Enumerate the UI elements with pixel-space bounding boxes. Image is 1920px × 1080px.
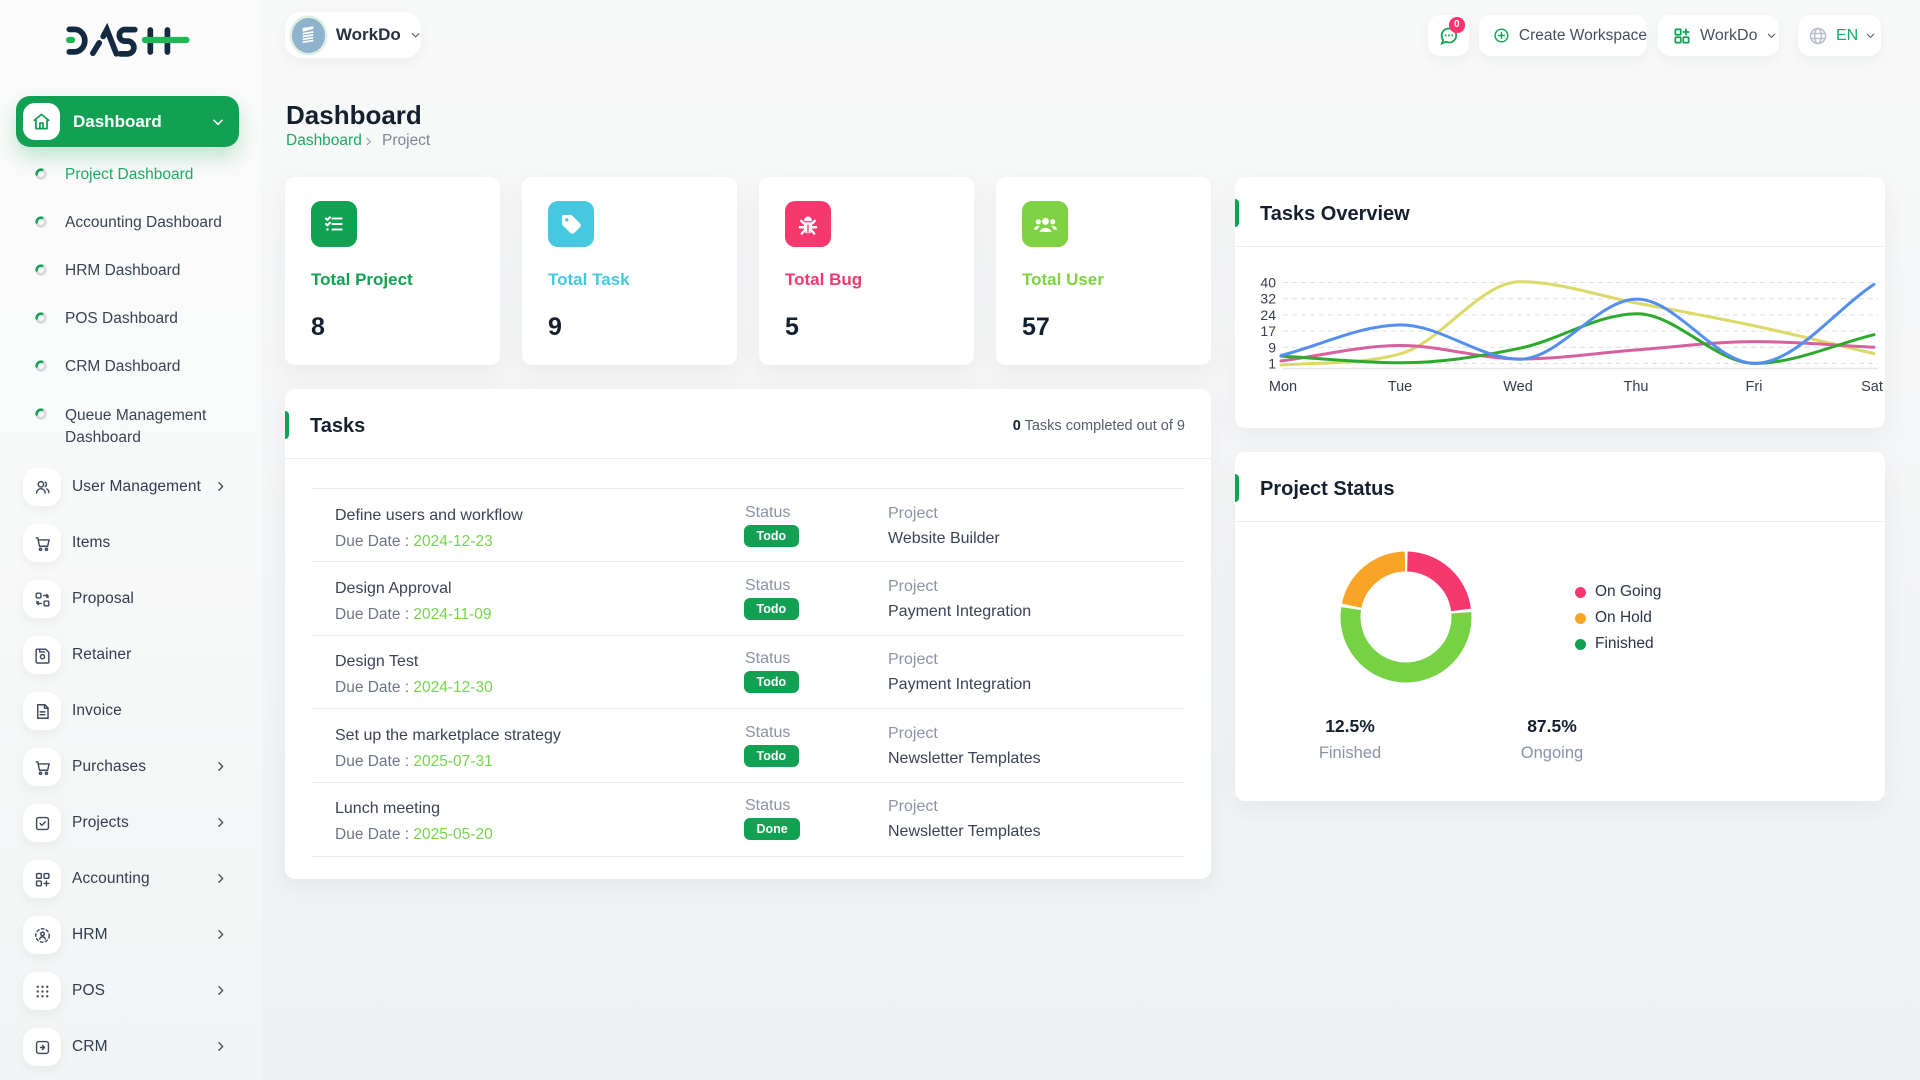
svg-text:40: 40 — [1260, 275, 1276, 291]
svg-text:17: 17 — [1260, 323, 1276, 339]
svg-text:24: 24 — [1260, 307, 1276, 323]
svg-text:32: 32 — [1260, 291, 1276, 307]
svg-text:Sat: Sat — [1861, 379, 1883, 395]
svg-text:1: 1 — [1268, 356, 1276, 372]
svg-text:Mon: Mon — [1269, 379, 1297, 395]
svg-text:9: 9 — [1268, 339, 1276, 355]
svg-text:Wed: Wed — [1503, 379, 1533, 395]
svg-text:Fri: Fri — [1746, 379, 1763, 395]
svg-text:Tue: Tue — [1388, 379, 1412, 395]
svg-text:Thu: Thu — [1624, 379, 1649, 395]
